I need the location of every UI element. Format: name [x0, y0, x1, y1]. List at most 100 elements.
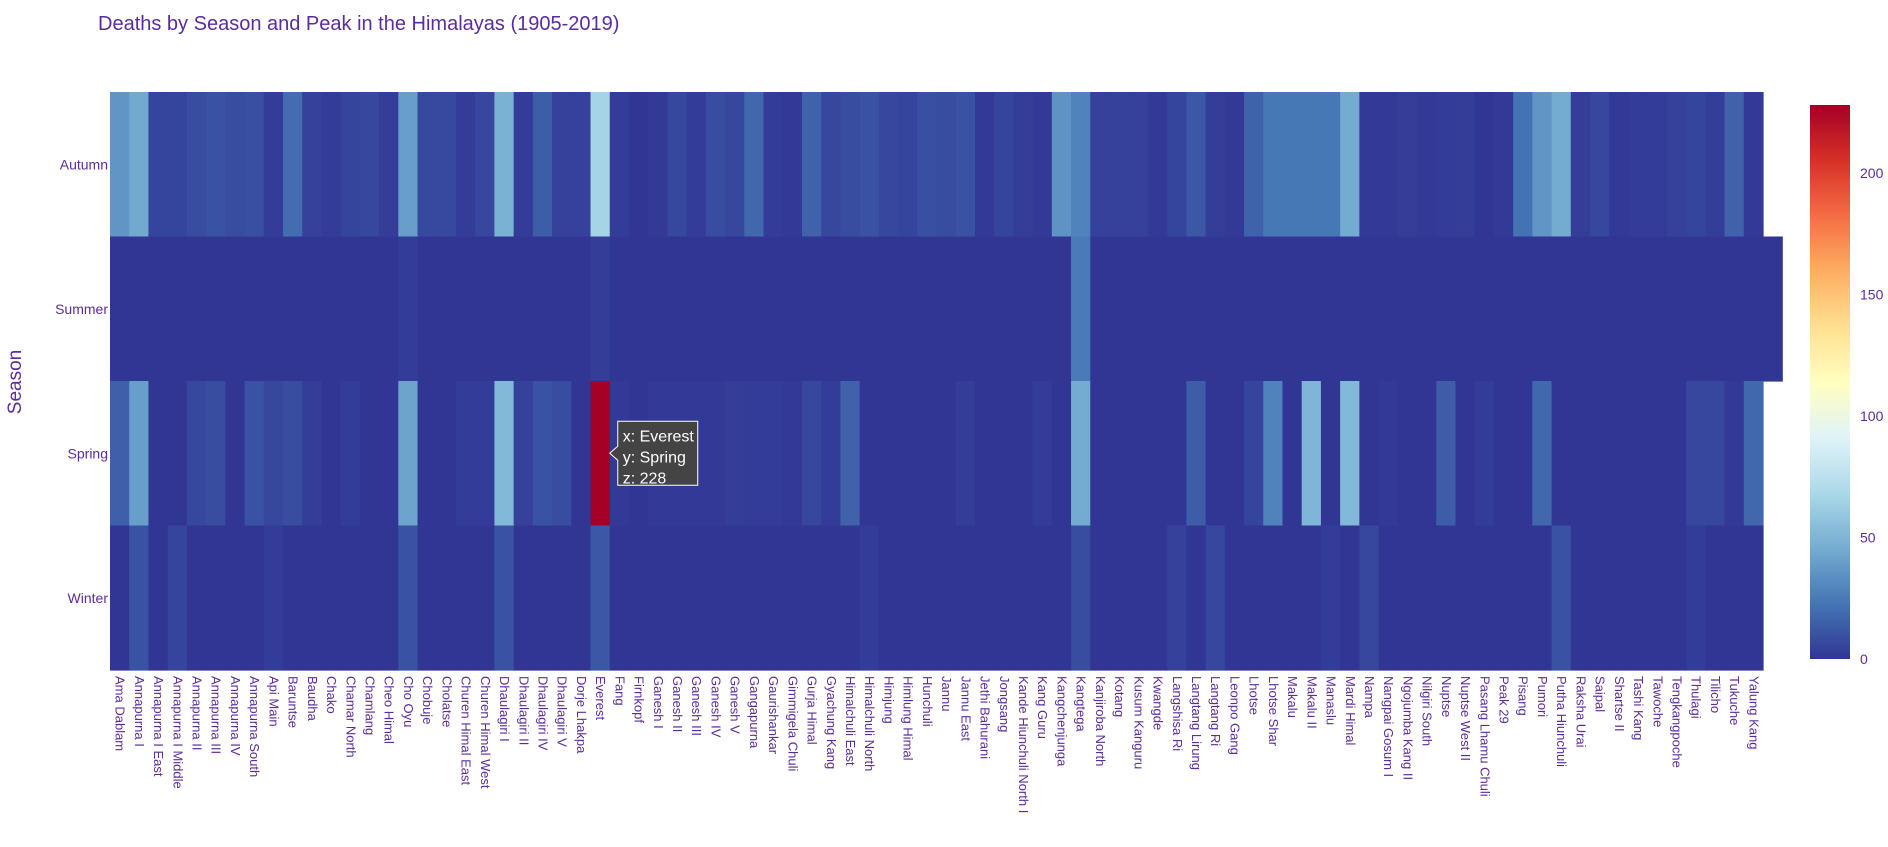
- heatmap-cell[interactable]: [417, 525, 438, 671]
- heatmap-cell[interactable]: [1628, 236, 1649, 382]
- heatmap-cell[interactable]: [1071, 236, 1091, 382]
- heatmap-cell[interactable]: [1609, 525, 1630, 671]
- heatmap-cell[interactable]: [263, 381, 284, 527]
- heatmap-cell[interactable]: [1417, 381, 1437, 527]
- heatmap-cell[interactable]: [1532, 236, 1553, 382]
- heatmap-cell[interactable]: [763, 525, 784, 671]
- heatmap-cell[interactable]: [1436, 381, 1457, 527]
- heatmap-cell[interactable]: [1590, 236, 1610, 382]
- heatmap-cell[interactable]: [398, 381, 419, 527]
- heatmap-cell[interactable]: [1186, 525, 1207, 671]
- heatmap-cell[interactable]: [1128, 525, 1149, 671]
- heatmap-cell[interactable]: [129, 525, 150, 671]
- heatmap-cell[interactable]: [340, 381, 361, 527]
- heatmap-cell[interactable]: [1666, 525, 1687, 671]
- heatmap-cell[interactable]: [1743, 525, 1764, 671]
- heatmap-cell[interactable]: [878, 381, 899, 527]
- heatmap-cell[interactable]: [1167, 525, 1187, 671]
- heatmap-cell[interactable]: [686, 92, 707, 238]
- heatmap-cell[interactable]: [1513, 236, 1533, 382]
- heatmap-cell[interactable]: [436, 525, 457, 671]
- heatmap-cell[interactable]: [801, 381, 822, 527]
- heatmap-cell[interactable]: [571, 92, 592, 238]
- heatmap-cell[interactable]: [1628, 92, 1649, 238]
- heatmap-cell[interactable]: [1301, 381, 1322, 527]
- heatmap-cell[interactable]: [609, 92, 630, 238]
- heatmap-cell[interactable]: [1244, 92, 1264, 238]
- heatmap-cell[interactable]: [1032, 236, 1053, 382]
- heatmap-cell[interactable]: [398, 525, 419, 671]
- heatmap-cell[interactable]: [1340, 92, 1360, 238]
- heatmap-cell[interactable]: [263, 236, 284, 382]
- heatmap-cell[interactable]: [1282, 92, 1303, 238]
- heatmap-cell[interactable]: [1686, 236, 1706, 382]
- heatmap-cell[interactable]: [1474, 525, 1495, 671]
- heatmap-cell[interactable]: [186, 381, 207, 527]
- heatmap-cell[interactable]: [571, 236, 592, 382]
- heatmap-cell[interactable]: [1705, 525, 1726, 671]
- heatmap-cell[interactable]: [494, 92, 515, 238]
- heatmap-cell[interactable]: [705, 236, 726, 382]
- heatmap-cell[interactable]: [763, 92, 784, 238]
- heatmap-cell[interactable]: [206, 525, 226, 671]
- heatmap-cell[interactable]: [1686, 525, 1706, 671]
- heatmap-cell[interactable]: [1455, 92, 1476, 238]
- heatmap-cell[interactable]: [1666, 381, 1687, 527]
- heatmap-cell[interactable]: [186, 236, 207, 382]
- heatmap-cell[interactable]: [1397, 525, 1418, 671]
- heatmap-cell[interactable]: [1340, 525, 1360, 671]
- heatmap-cell[interactable]: [1724, 525, 1745, 671]
- heatmap-cell[interactable]: [1147, 381, 1168, 527]
- heatmap-cell[interactable]: [898, 381, 918, 527]
- heatmap-cell[interactable]: [628, 236, 649, 382]
- heatmap-cell[interactable]: [590, 92, 611, 238]
- heatmap-cell[interactable]: [1724, 381, 1745, 527]
- heatmap-cell[interactable]: [898, 236, 918, 382]
- heatmap-cell[interactable]: [1032, 92, 1053, 238]
- heatmap-cell[interactable]: [282, 236, 303, 382]
- heatmap-cell[interactable]: [1128, 236, 1149, 382]
- heatmap-cell[interactable]: [417, 381, 438, 527]
- heatmap-cell[interactable]: [1570, 381, 1591, 527]
- heatmap-cell[interactable]: [917, 525, 938, 671]
- heatmap-cell[interactable]: [417, 92, 438, 238]
- heatmap-cell[interactable]: [398, 236, 419, 382]
- heatmap-cell[interactable]: [1397, 236, 1418, 382]
- heatmap-cell[interactable]: [1493, 381, 1514, 527]
- heatmap-cell[interactable]: [436, 92, 457, 238]
- heatmap-cell[interactable]: [206, 381, 226, 527]
- heatmap-cell[interactable]: [1340, 236, 1360, 382]
- heatmap-cell[interactable]: [1071, 525, 1091, 671]
- heatmap-cell[interactable]: [936, 525, 957, 671]
- heatmap-cell[interactable]: [1359, 92, 1380, 238]
- heatmap-cell[interactable]: [244, 381, 265, 527]
- heatmap-cell[interactable]: [1590, 92, 1610, 238]
- heatmap-cell[interactable]: [513, 236, 534, 382]
- heatmap-cell[interactable]: [609, 236, 630, 382]
- heatmap-cell[interactable]: [129, 92, 150, 238]
- heatmap-cell[interactable]: [1263, 236, 1284, 382]
- heatmap-cell[interactable]: [148, 381, 169, 527]
- heatmap-cell[interactable]: [936, 236, 957, 382]
- heatmap-cell[interactable]: [1609, 381, 1630, 527]
- heatmap-cell[interactable]: [532, 236, 553, 382]
- heatmap-cell[interactable]: [1013, 236, 1034, 382]
- heatmap-cell[interactable]: [340, 92, 361, 238]
- heatmap-cell[interactable]: [1167, 236, 1187, 382]
- heatmap-cell[interactable]: [148, 92, 169, 238]
- heatmap-cell[interactable]: [1340, 381, 1360, 527]
- heatmap-cell[interactable]: [1320, 381, 1341, 527]
- heatmap-cell[interactable]: [263, 525, 284, 671]
- heatmap-cell[interactable]: [1301, 236, 1322, 382]
- heatmap-cell[interactable]: [1051, 92, 1072, 238]
- heatmap-cell[interactable]: [955, 92, 976, 238]
- heatmap-cell[interactable]: [436, 236, 457, 382]
- heatmap-cell[interactable]: [1224, 381, 1245, 527]
- heatmap-cell[interactable]: [225, 525, 246, 671]
- heatmap-cell[interactable]: [1167, 92, 1187, 238]
- heatmap-cell[interactable]: [1570, 92, 1591, 238]
- heatmap-cell[interactable]: [917, 381, 938, 527]
- heatmap-cell[interactable]: [110, 525, 130, 671]
- heatmap-cell[interactable]: [532, 381, 553, 527]
- heatmap-cell[interactable]: [513, 92, 534, 238]
